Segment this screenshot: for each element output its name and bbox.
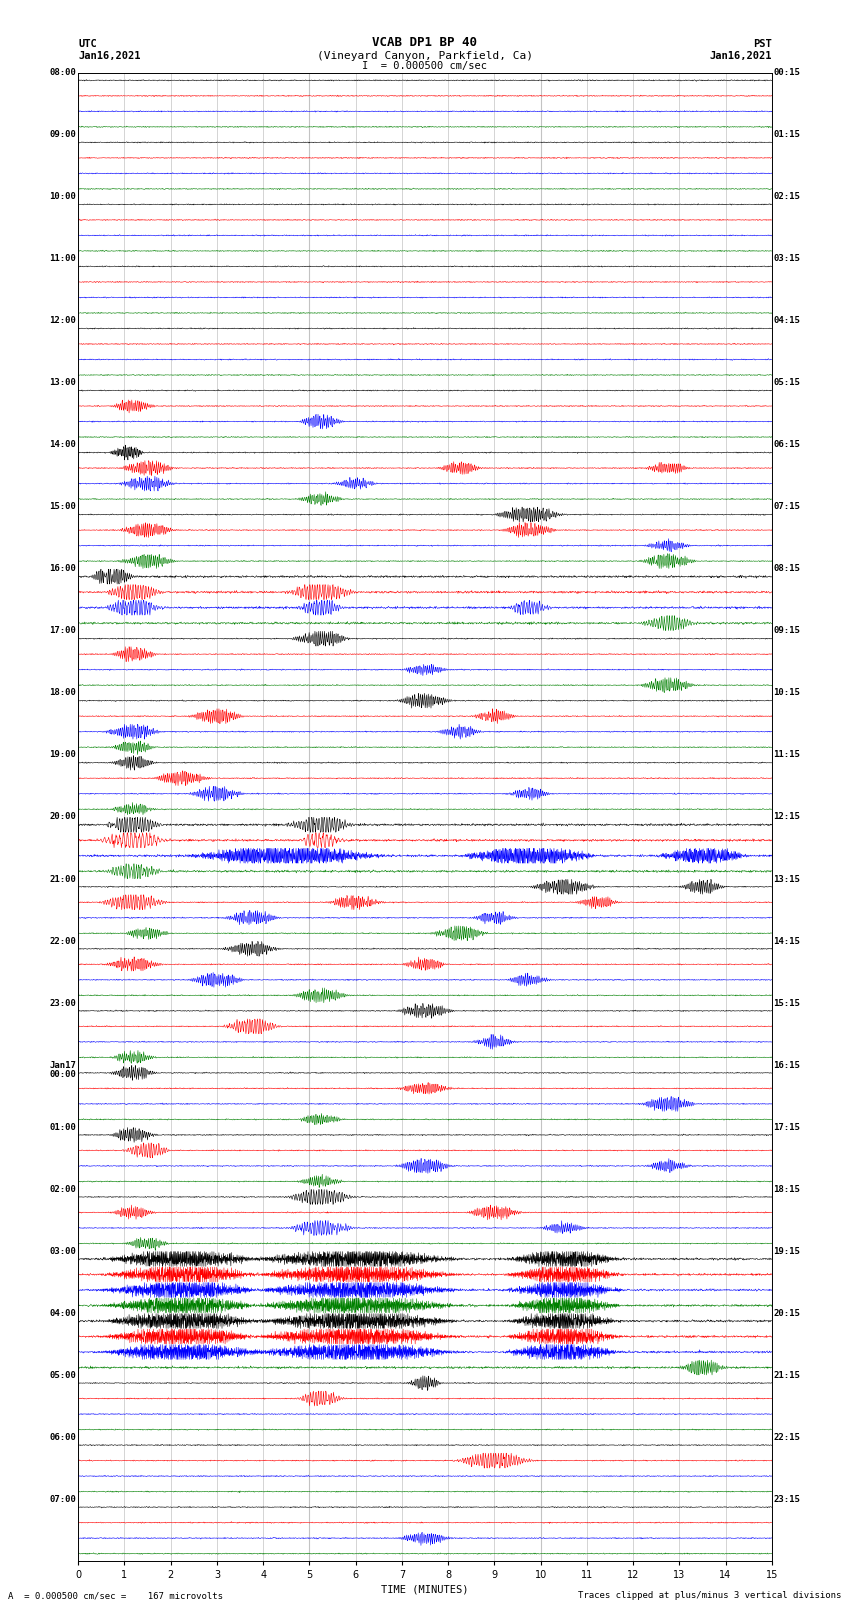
Text: 19:15: 19:15 (774, 1247, 801, 1255)
Text: 06:15: 06:15 (774, 440, 801, 450)
Text: 04:15: 04:15 (774, 316, 801, 326)
Text: 13:15: 13:15 (774, 874, 801, 884)
Text: Jan17: Jan17 (49, 1061, 76, 1069)
Text: 12:15: 12:15 (774, 813, 801, 821)
Text: 17:15: 17:15 (774, 1123, 801, 1132)
Text: 18:15: 18:15 (774, 1184, 801, 1194)
Text: 16:00: 16:00 (49, 565, 76, 573)
Text: 22:15: 22:15 (774, 1432, 801, 1442)
Text: 05:00: 05:00 (49, 1371, 76, 1379)
Text: 00:15: 00:15 (774, 68, 801, 77)
Text: 21:00: 21:00 (49, 874, 76, 884)
Text: 08:00: 08:00 (49, 68, 76, 77)
Text: A  = 0.000500 cm/sec =    167 microvolts: A = 0.000500 cm/sec = 167 microvolts (8, 1590, 224, 1600)
Text: 05:15: 05:15 (774, 379, 801, 387)
Text: 18:00: 18:00 (49, 689, 76, 697)
Text: 14:15: 14:15 (774, 937, 801, 945)
Text: 19:00: 19:00 (49, 750, 76, 760)
Text: 08:15: 08:15 (774, 565, 801, 573)
Text: 20:15: 20:15 (774, 1308, 801, 1318)
Text: 16:15: 16:15 (774, 1061, 801, 1069)
Text: 17:00: 17:00 (49, 626, 76, 636)
Text: 03:00: 03:00 (49, 1247, 76, 1255)
Text: Jan16,2021: Jan16,2021 (709, 52, 772, 61)
Text: 12:00: 12:00 (49, 316, 76, 326)
Text: VCAB DP1 BP 40: VCAB DP1 BP 40 (372, 35, 478, 50)
Text: 11:00: 11:00 (49, 255, 76, 263)
Text: 01:15: 01:15 (774, 131, 801, 139)
Text: 23:00: 23:00 (49, 998, 76, 1008)
Text: 23:15: 23:15 (774, 1495, 801, 1503)
Text: 04:00: 04:00 (49, 1308, 76, 1318)
Text: 15:15: 15:15 (774, 998, 801, 1008)
Text: 09:15: 09:15 (774, 626, 801, 636)
Text: 13:00: 13:00 (49, 379, 76, 387)
Text: 02:15: 02:15 (774, 192, 801, 202)
Text: 20:00: 20:00 (49, 813, 76, 821)
Text: 22:00: 22:00 (49, 937, 76, 945)
Text: Traces clipped at plus/minus 3 vertical divisions: Traces clipped at plus/minus 3 vertical … (578, 1590, 842, 1600)
Text: Jan16,2021: Jan16,2021 (78, 52, 141, 61)
Text: 10:15: 10:15 (774, 689, 801, 697)
Text: 14:00: 14:00 (49, 440, 76, 450)
Text: 10:00: 10:00 (49, 192, 76, 202)
Text: 07:00: 07:00 (49, 1495, 76, 1503)
Text: 07:15: 07:15 (774, 502, 801, 511)
Text: UTC: UTC (78, 39, 97, 50)
Text: 03:15: 03:15 (774, 255, 801, 263)
Text: 00:00: 00:00 (49, 1071, 76, 1079)
Text: 11:15: 11:15 (774, 750, 801, 760)
Text: 06:00: 06:00 (49, 1432, 76, 1442)
Text: 09:00: 09:00 (49, 131, 76, 139)
X-axis label: TIME (MINUTES): TIME (MINUTES) (382, 1584, 468, 1595)
Text: 21:15: 21:15 (774, 1371, 801, 1379)
Text: 02:00: 02:00 (49, 1184, 76, 1194)
Text: PST: PST (753, 39, 772, 50)
Text: 01:00: 01:00 (49, 1123, 76, 1132)
Text: I  = 0.000500 cm/sec: I = 0.000500 cm/sec (362, 61, 488, 71)
Text: (Vineyard Canyon, Parkfield, Ca): (Vineyard Canyon, Parkfield, Ca) (317, 52, 533, 61)
Text: 15:00: 15:00 (49, 502, 76, 511)
